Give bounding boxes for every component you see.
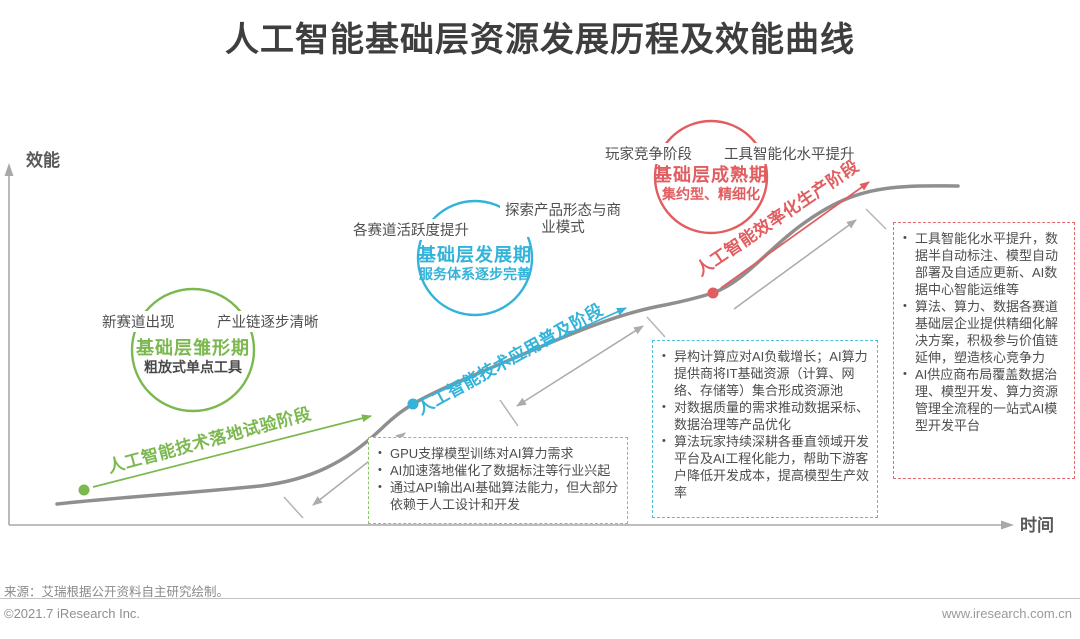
x-axis-label: 时间 [1020, 516, 1054, 535]
x-axis-arrow-icon [1001, 520, 1014, 530]
copyright-text: ©2021.7 iResearch Inc. [4, 606, 141, 621]
bullet-item: 工具智能化水平提升，数据半自动标注、模型自动部署及自适应更新、AI数据中心智能运… [900, 230, 1068, 298]
bullet-item: 算法、算力、数据各赛道基础层企业提供精细化解决方案，积极参与价值链延伸，塑造核心… [900, 298, 1068, 366]
footer-divider [0, 598, 1080, 599]
bullet-item: 通过API输出AI基础算法能力，但大部分依赖于人工设计和开发 [375, 479, 621, 513]
bullet-text: 异构计算应对AI负载增长；AI算力提供商将IT基础资源（计算、网络、存储等）集合… [674, 349, 868, 398]
phase3-circle-title: 基础层成熟期 [654, 165, 768, 185]
phase2-bullet-list: 异构计算应对AI负载增长；AI算力提供商将IT基础资源（计算、网络、存储等）集合… [659, 348, 871, 501]
phase3-label-right: 工具智能化水平提升 [722, 143, 857, 164]
phase-dot-green [78, 484, 90, 496]
phase1-label-left: 新赛道出现 [100, 311, 177, 332]
phase1-label-right: 产业链逐步清晰 [215, 311, 321, 332]
bullet-text: 对数据质量的需求推动数据采标、数据治理等产品优化 [674, 400, 870, 432]
phase3-bullet-list: 工具智能化水平提升，数据半自动标注、模型自动部署及自适应更新、AI数据中心智能运… [900, 230, 1068, 434]
bullet-item: AI供应商布局覆盖数据治理、模型开发、算力资源管理全流程的一站式AI模型开发平台 [900, 366, 1068, 434]
phase2-label-left: 各赛道活跃度提升 [351, 219, 471, 240]
source-note: 来源：艾瑞根据公开资料自主研究绘制。 [4, 585, 230, 599]
tick-green-segment [283, 496, 304, 519]
tick-cyan-box [646, 316, 666, 338]
span-arrow-phase2 [516, 325, 644, 407]
tick-cyan-lower [499, 399, 519, 427]
phase1-info-box: GPU支撑模型训练对AI算力需求 AI加速落地催化了数据标注等行业兴起 通过AP… [368, 437, 628, 524]
phase-dot-cyan [407, 398, 419, 410]
stage-arrow-cyan [420, 307, 627, 401]
bullet-text: 算法玩家持续深耕各垂直领域开发平台及AI工程化能力，帮助下游客户降低开发成本，提… [674, 434, 870, 500]
website-link[interactable]: www.iresearch.com.cn [941, 606, 1072, 621]
stage-arrow-green [92, 414, 372, 488]
phase3-info-box: 工具智能化水平提升，数据半自动标注、模型自动部署及自适应更新、AI数据中心智能运… [893, 222, 1075, 479]
bullet-text: 算法、算力、数据各赛道基础层企业提供精细化解决方案，积极参与价值链延伸，塑造核心… [915, 299, 1059, 365]
phase3-circle-subtitle: 集约型、精细化 [662, 186, 760, 202]
stage-arrow-red [720, 181, 870, 289]
bullet-item: AI加速落地催化了数据标注等行业兴起 [375, 462, 621, 479]
phase2-info-box: 异构计算应对AI负载增长；AI算力提供商将IT基础资源（计算、网络、存储等）集合… [652, 340, 878, 518]
phase2-circle-subtitle: 服务体系逐步完善 [419, 266, 531, 282]
bullet-item: 算法玩家持续深耕各垂直领域开发平台及AI工程化能力，帮助下游客户降低开发成本，提… [659, 433, 871, 501]
bullet-text: AI供应商布局覆盖数据治理、模型开发、算力资源管理全流程的一站式AI模型开发平台 [915, 367, 1059, 433]
bullet-text: 通过API输出AI基础算法能力，但大部分依赖于人工设计和开发 [390, 480, 619, 512]
bullet-text: 工具智能化水平提升，数据半自动标注、模型自动部署及自适应更新、AI数据中心智能运… [915, 231, 1059, 297]
phase1-bullet-list: GPU支撑模型训练对AI算力需求 AI加速落地催化了数据标注等行业兴起 通过AP… [375, 445, 621, 513]
phase-dot-red [707, 287, 719, 299]
bullet-item: 对数据质量的需求推动数据采标、数据治理等产品优化 [659, 399, 871, 433]
bullet-item: 异构计算应对AI负载增长；AI算力提供商将IT基础资源（计算、网络、存储等）集合… [659, 348, 871, 399]
phase3-label-left: 玩家竞争阶段 [603, 143, 694, 164]
efficiency-curve [55, 184, 960, 506]
bullet-item: GPU支撑模型训练对AI算力需求 [375, 445, 621, 462]
bullet-text: GPU支撑模型训练对AI算力需求 [390, 446, 574, 461]
span-arrow-phase3 [733, 219, 857, 310]
y-axis-arrow-icon [4, 163, 14, 176]
phase1-circle-subtitle: 粗放式单点工具 [144, 359, 242, 375]
phase1-circle-title: 基础层雏形期 [136, 338, 250, 358]
y-axis-label: 效能 [26, 151, 60, 170]
phase2-label-right: 探索产品形态与商业模式 [500, 203, 626, 237]
page-title: 人工智能基础层资源发展历程及效能曲线 [225, 21, 855, 59]
phase2-circle-title: 基础层发展期 [418, 245, 532, 265]
bullet-text: AI加速落地催化了数据标注等行业兴起 [390, 463, 611, 478]
tick-red-box [865, 208, 887, 230]
